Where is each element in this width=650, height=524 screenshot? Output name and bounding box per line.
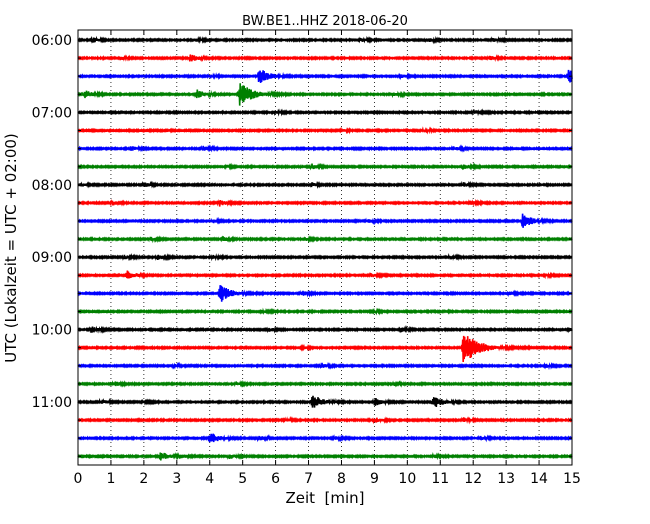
y-tick-label: 10:00 xyxy=(32,323,72,339)
trace-0945 xyxy=(77,307,573,316)
trace-0845 xyxy=(77,235,573,244)
trace-0745 xyxy=(77,162,573,171)
trace-1000 xyxy=(77,325,573,334)
x-tick-label: 7 xyxy=(304,471,313,487)
trace-1045 xyxy=(77,379,573,388)
trace-1100 xyxy=(77,395,573,408)
trace-0700 xyxy=(77,108,573,117)
x-tick-label: 9 xyxy=(370,471,379,487)
x-tick-label: 3 xyxy=(172,471,181,487)
x-tick-label: 2 xyxy=(139,471,148,487)
y-tick-label: 08:00 xyxy=(32,178,72,194)
y-tick-label: 09:00 xyxy=(32,250,72,266)
trace-1145 xyxy=(77,452,573,461)
x-tick-label: 11 xyxy=(431,471,449,487)
y-axis-ticks: 06:00 07:00 08:00 09:00 10:00 11:00 xyxy=(32,33,572,457)
y-tick-label: 07:00 xyxy=(32,105,72,121)
trace-1015 xyxy=(77,335,573,363)
x-tick-label: 1 xyxy=(106,471,115,487)
trace-0915 xyxy=(77,270,573,280)
x-tick-label: 12 xyxy=(464,471,482,487)
trace-0615 xyxy=(77,54,573,63)
x-tick-label: 0 xyxy=(74,471,83,487)
x-tick-label: 8 xyxy=(337,471,346,487)
seismic-traces xyxy=(77,35,573,461)
x-axis-label: Zeit [min] xyxy=(285,489,364,507)
y-tick-label: 06:00 xyxy=(32,33,72,49)
x-tick-label: 4 xyxy=(205,471,214,487)
plot-frame xyxy=(77,29,573,466)
x-tick-label: 15 xyxy=(563,471,581,487)
trace-0930 xyxy=(77,285,573,302)
trace-1030 xyxy=(77,361,573,371)
x-tick-label: 13 xyxy=(497,471,515,487)
trace-0800 xyxy=(77,180,573,190)
x-tick-label: 10 xyxy=(398,471,416,487)
trace-0900 xyxy=(77,252,573,262)
y-tick-label: 11:00 xyxy=(32,395,72,411)
x-tick-label: 14 xyxy=(530,471,548,487)
trace-1115 xyxy=(77,415,573,425)
trace-0730 xyxy=(77,144,573,153)
trace-0830 xyxy=(77,213,573,228)
x-tick-label: 6 xyxy=(271,471,280,487)
trace-0645 xyxy=(77,83,573,106)
trace-0715 xyxy=(77,126,573,135)
x-tick-label: 5 xyxy=(238,471,247,487)
y-axis-label: UTC (Lokalzeit = UTC + 02:00) xyxy=(2,133,20,363)
trace-0630 xyxy=(77,69,573,83)
chart-title: BW.BE1..HHZ 2018-06-20 xyxy=(242,14,408,29)
x-axis-ticks: 0 1 2 3 4 5 6 7 8 9 10 11 12 13 14 15 xyxy=(74,30,581,487)
trace-0815 xyxy=(77,198,573,207)
trace-1130 xyxy=(77,433,573,443)
grid-lines xyxy=(110,30,540,465)
trace-0600 xyxy=(77,35,573,45)
